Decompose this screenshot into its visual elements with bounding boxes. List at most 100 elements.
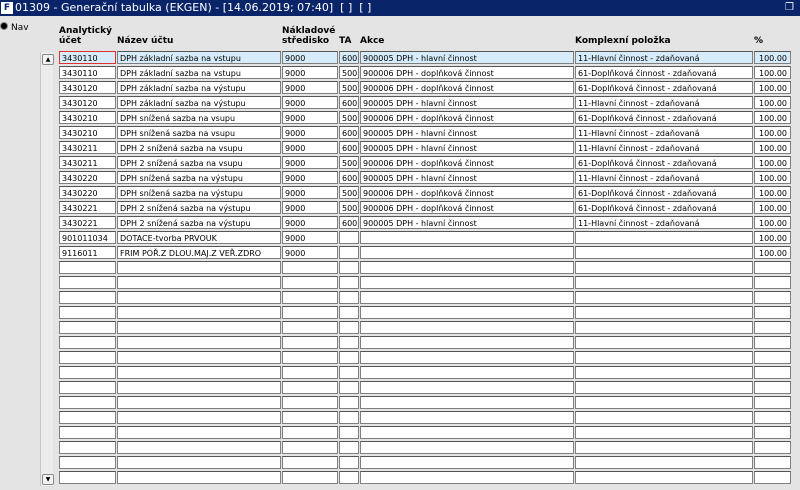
- cell[interactable]: 100.00: [754, 156, 791, 169]
- cell[interactable]: 900005 DPH - hlavní činnost: [360, 126, 574, 139]
- cell[interactable]: 9000: [282, 156, 338, 169]
- cell[interactable]: [360, 471, 574, 484]
- cell[interactable]: [339, 336, 359, 349]
- cell[interactable]: [117, 441, 281, 454]
- cell[interactable]: 100.00: [754, 51, 791, 64]
- cell[interactable]: [754, 441, 791, 454]
- cell[interactable]: 61-Doplňková činnost - zdaňovaná: [575, 156, 753, 169]
- cell[interactable]: DPH 2 snížená sazba na vsupu: [117, 156, 281, 169]
- cell[interactable]: 9000: [282, 66, 338, 79]
- cell[interactable]: [282, 306, 338, 319]
- cell[interactable]: 9000: [282, 186, 338, 199]
- cell[interactable]: [282, 321, 338, 334]
- cell[interactable]: [575, 456, 753, 469]
- cell[interactable]: [575, 441, 753, 454]
- cell[interactable]: 3430221: [59, 201, 116, 214]
- cell[interactable]: 3430120: [59, 96, 116, 109]
- cell[interactable]: [117, 291, 281, 304]
- cell[interactable]: [117, 426, 281, 439]
- cell[interactable]: 500: [339, 156, 359, 169]
- cell[interactable]: [282, 336, 338, 349]
- cell[interactable]: 11-Hlavní činnost - zdaňovaná: [575, 96, 753, 109]
- cell[interactable]: [754, 426, 791, 439]
- scrollbar[interactable]: ▲ ▼: [40, 52, 54, 486]
- cell[interactable]: [360, 276, 574, 289]
- cell[interactable]: [754, 261, 791, 274]
- cell[interactable]: [360, 411, 574, 424]
- cell[interactable]: 600: [339, 51, 359, 64]
- cell[interactable]: 3430221: [59, 216, 116, 229]
- cell[interactable]: 3430220: [59, 171, 116, 184]
- cell[interactable]: [59, 306, 116, 319]
- cell[interactable]: 100.00: [754, 81, 791, 94]
- cell[interactable]: 9000: [282, 111, 338, 124]
- cell[interactable]: 900005 DPH - hlavní činnost: [360, 51, 574, 64]
- cell[interactable]: 3430211: [59, 141, 116, 154]
- cell[interactable]: 3430211: [59, 156, 116, 169]
- cell[interactable]: [360, 231, 574, 244]
- cell[interactable]: [59, 351, 116, 364]
- cell[interactable]: 600: [339, 126, 359, 139]
- cell[interactable]: [59, 261, 116, 274]
- cell[interactable]: [339, 366, 359, 379]
- cell[interactable]: [117, 306, 281, 319]
- cell[interactable]: [339, 426, 359, 439]
- cell[interactable]: FRIM POŘ.Z DLOU.MAJ.Z VEŘ.ZDRO: [117, 246, 281, 259]
- cell[interactable]: 100.00: [754, 201, 791, 214]
- cell[interactable]: 100.00: [754, 216, 791, 229]
- cell[interactable]: [575, 336, 753, 349]
- cell[interactable]: [339, 306, 359, 319]
- cell[interactable]: DPH snížená sazba na výstupu: [117, 186, 281, 199]
- scroll-down[interactable]: ▼: [42, 474, 54, 485]
- scroll-up[interactable]: ▲: [42, 54, 54, 65]
- cell[interactable]: 11-Hlavní činnost - zdaňovaná: [575, 171, 753, 184]
- cell[interactable]: [360, 246, 574, 259]
- cell[interactable]: 3430210: [59, 111, 116, 124]
- cell[interactable]: [117, 381, 281, 394]
- cell[interactable]: [282, 381, 338, 394]
- cell[interactable]: [59, 456, 116, 469]
- cell[interactable]: [59, 396, 116, 409]
- cell[interactable]: [339, 381, 359, 394]
- cell[interactable]: [59, 441, 116, 454]
- cell[interactable]: [575, 396, 753, 409]
- cell[interactable]: DPH základní sazba na výstupu: [117, 81, 281, 94]
- cell[interactable]: [282, 276, 338, 289]
- restore-button[interactable]: ❐: [785, 2, 794, 13]
- cell[interactable]: [59, 336, 116, 349]
- cell[interactable]: [575, 306, 753, 319]
- cell[interactable]: 3430120: [59, 81, 116, 94]
- cell[interactable]: 3430110: [59, 66, 116, 79]
- cell[interactable]: 900005 DPH - hlavní činnost: [360, 171, 574, 184]
- cell[interactable]: [575, 276, 753, 289]
- cell[interactable]: DPH 2 snížená sazba na výstupu: [117, 216, 281, 229]
- cell[interactable]: 100.00: [754, 171, 791, 184]
- cell[interactable]: [339, 471, 359, 484]
- cell[interactable]: [754, 351, 791, 364]
- cell[interactable]: 100.00: [754, 126, 791, 139]
- cell[interactable]: [117, 366, 281, 379]
- cell[interactable]: 600: [339, 96, 359, 109]
- cell[interactable]: 100.00: [754, 246, 791, 259]
- cell[interactable]: [360, 426, 574, 439]
- cell[interactable]: 900006 DPH - doplňková činnost: [360, 156, 574, 169]
- cell[interactable]: 900006 DPH - doplňková činnost: [360, 186, 574, 199]
- cell[interactable]: [339, 231, 359, 244]
- cell[interactable]: [59, 426, 116, 439]
- cell[interactable]: 9000: [282, 96, 338, 109]
- cell[interactable]: 100.00: [754, 231, 791, 244]
- cell[interactable]: 9116011: [59, 246, 116, 259]
- cell[interactable]: [339, 411, 359, 424]
- cell[interactable]: 3430220: [59, 186, 116, 199]
- cell[interactable]: [59, 366, 116, 379]
- cell[interactable]: [117, 336, 281, 349]
- cell[interactable]: [360, 441, 574, 454]
- nav-radio[interactable]: Nav: [0, 22, 29, 33]
- cell[interactable]: [282, 261, 338, 274]
- cell[interactable]: [360, 291, 574, 304]
- cell[interactable]: 900005 DPH - hlavní činnost: [360, 141, 574, 154]
- cell[interactable]: 901011034: [59, 231, 116, 244]
- cell[interactable]: 9000: [282, 126, 338, 139]
- cell[interactable]: [282, 291, 338, 304]
- cell[interactable]: [754, 396, 791, 409]
